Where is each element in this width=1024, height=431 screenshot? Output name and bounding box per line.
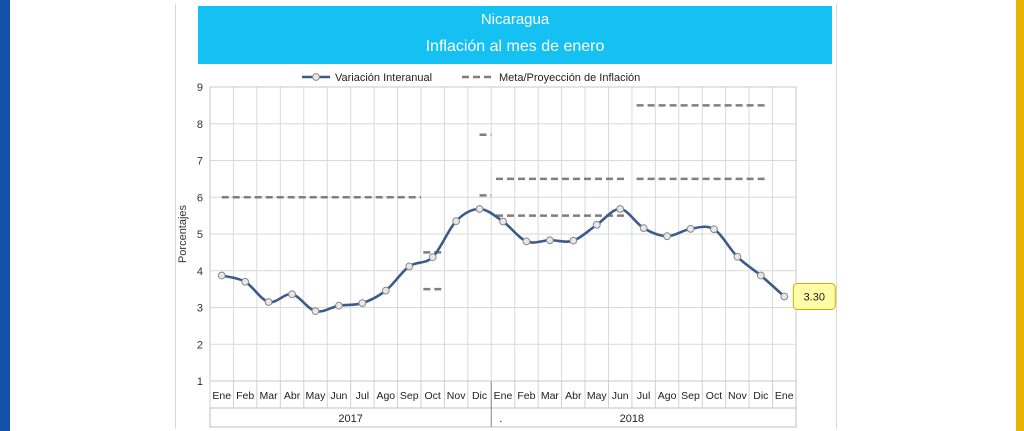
legend-marker xyxy=(312,73,320,81)
x-tick-label: Nov xyxy=(728,390,747,402)
data-point xyxy=(358,299,367,307)
data-point xyxy=(663,232,671,241)
chart-title: Nicaragua xyxy=(480,11,550,28)
legend-label: Meta/Proyección de Inflación xyxy=(499,72,640,84)
chart-subtitle: Inflación al mes de enero xyxy=(425,38,605,55)
y-tick-label: 1 xyxy=(197,376,203,388)
x-tick-label: Ene xyxy=(494,390,513,402)
right-edge-bar xyxy=(1016,0,1024,431)
x-tick-label: Jun xyxy=(330,390,347,402)
x-tick-label: Dic xyxy=(472,390,487,402)
y-tick-label: 8 xyxy=(197,119,203,131)
x-tick-label: Jun xyxy=(612,390,629,402)
x-tick-label: Abr xyxy=(284,390,301,402)
x-tick-label: May xyxy=(587,390,608,402)
legend-label: Variación Interanual xyxy=(335,72,432,84)
data-point xyxy=(710,225,718,234)
legend: Variación Interanual Meta/Proyección de I… xyxy=(302,72,640,84)
x-tick-label: Sep xyxy=(681,390,700,402)
y-tick-label: 5 xyxy=(197,229,203,241)
x-tick-label: Dic xyxy=(753,390,768,402)
data-point xyxy=(241,277,250,286)
data-point xyxy=(780,292,789,301)
data-point xyxy=(592,220,601,229)
x-tick-label: Abr xyxy=(565,390,582,402)
value-callout-label: 3.30 xyxy=(804,291,825,303)
y-tick-label: 3 xyxy=(197,303,203,315)
data-point xyxy=(475,205,484,213)
y-tick-label: 7 xyxy=(197,156,203,168)
value-callout-box xyxy=(792,282,836,310)
data-point xyxy=(499,217,507,226)
x-tick-label: Feb xyxy=(517,390,535,402)
year-group-label: 2018 xyxy=(620,413,644,425)
y-tick-label: 6 xyxy=(197,192,203,204)
data-point xyxy=(428,253,437,262)
y-tick-label: 9 xyxy=(197,82,203,94)
data-point xyxy=(616,205,625,213)
x-tick-label: Ene xyxy=(775,390,794,402)
x-tick-label: Feb xyxy=(236,390,254,402)
x-tick-label: May xyxy=(306,390,327,402)
x-tick-label: Nov xyxy=(447,390,466,402)
data-point xyxy=(639,224,648,233)
data-point xyxy=(217,271,226,280)
chart-frame xyxy=(175,4,837,429)
left-edge-bar xyxy=(0,0,10,431)
x-tick-label: Ene xyxy=(212,390,231,402)
data-point xyxy=(569,236,578,245)
y-axis-label: Porcentajes xyxy=(177,204,189,263)
data-point xyxy=(288,290,296,299)
y-tick-label: 2 xyxy=(197,339,203,351)
category-axis-box xyxy=(209,380,797,428)
year-marker: . xyxy=(499,413,502,425)
x-tick-label: Oct xyxy=(425,390,441,402)
data-point xyxy=(405,262,414,271)
data-point xyxy=(452,217,461,226)
x-tick-label: Jul xyxy=(637,390,650,402)
data-point xyxy=(264,298,273,306)
data-point xyxy=(522,237,531,246)
y-tick-label: 4 xyxy=(197,266,203,278)
plot-area xyxy=(209,86,797,382)
x-tick-label: Oct xyxy=(706,390,722,402)
data-point xyxy=(686,224,695,233)
x-tick-label: Ago xyxy=(376,390,395,402)
data-point xyxy=(733,252,742,261)
x-tick-label: Sep xyxy=(400,390,419,402)
data-point xyxy=(756,271,765,280)
x-tick-label: Jul xyxy=(356,390,369,402)
x-tick-label: Mar xyxy=(260,390,279,402)
chart-title-banner: Nicaragua Inflación al mes de enero xyxy=(198,6,832,64)
year-group-label: 2017 xyxy=(338,413,362,425)
data-point xyxy=(545,236,554,245)
data-point xyxy=(311,307,320,316)
data-point xyxy=(335,301,343,310)
x-tick-label: Mar xyxy=(541,390,560,402)
data-point xyxy=(381,286,390,295)
x-tick-label: Ago xyxy=(658,390,677,402)
